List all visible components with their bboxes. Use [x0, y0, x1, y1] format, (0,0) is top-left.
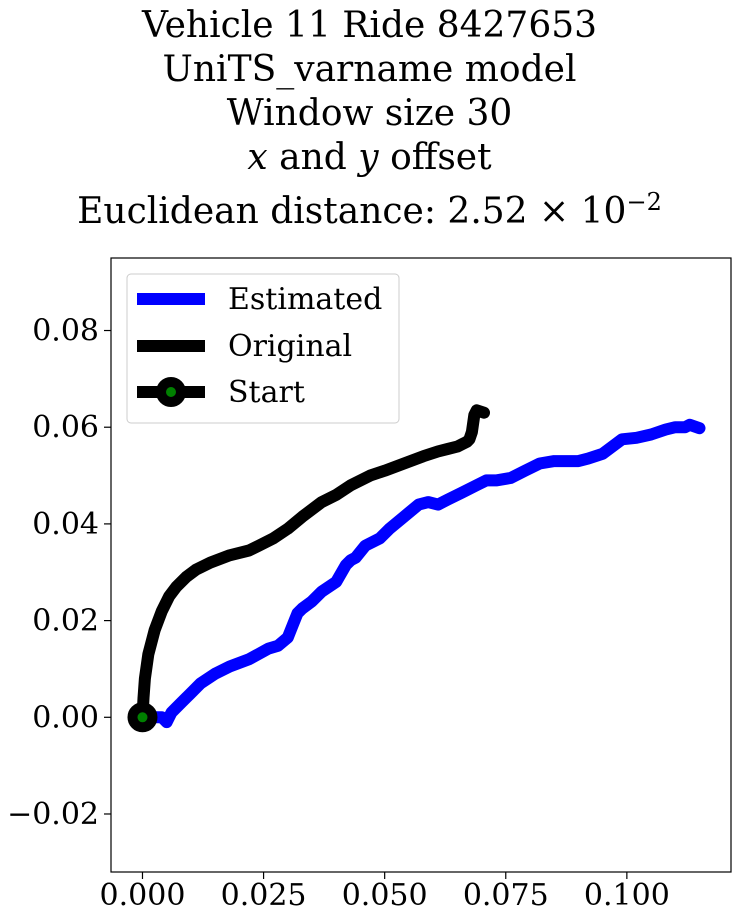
- legend-label-estimated: Estimated: [228, 282, 382, 317]
- x-tick-label-4: 0.100: [584, 878, 670, 913]
- plot-area: [127, 404, 706, 733]
- y-tick-label-4: 0.06: [32, 410, 99, 445]
- title-x-var: x: [247, 137, 268, 178]
- title-offset: offset: [378, 137, 492, 178]
- x-tick-label-0: 0.000: [100, 878, 186, 913]
- y-tick-label-0: −0.02: [7, 797, 99, 832]
- x-tick-label-3: 0.075: [463, 878, 549, 913]
- x-tick-label-2: 0.050: [342, 878, 428, 913]
- y-tick-label-2: 0.02: [32, 604, 99, 639]
- legend-marker-start: [156, 377, 186, 407]
- legend-label-original: Original: [228, 329, 352, 364]
- y-tick-label-3: 0.04: [32, 507, 99, 542]
- start-marker: [127, 702, 158, 733]
- series-line-estimated: [136, 418, 706, 729]
- title-exponent: −2: [626, 188, 662, 216]
- title-line-5: Euclidean distance: 2.52 × 10−2: [0, 180, 739, 234]
- title-line-3: Window size 30: [226, 93, 513, 134]
- title-y-var: y: [358, 137, 379, 178]
- y-tick-label-1: 0.00: [32, 700, 99, 735]
- legend-box: [126, 273, 400, 424]
- axes-frame: [110, 257, 732, 873]
- title-line-1: Vehicle 11 Ride 8427653: [141, 5, 598, 46]
- y-tick-label-5: 0.08: [32, 314, 99, 349]
- title-distance: Euclidean distance: 2.52 × 10: [77, 191, 627, 232]
- legend-label-start: Start: [228, 375, 305, 410]
- title-line-2: UniTS_varname model: [162, 49, 577, 90]
- title-line-4: x and y offset: [0, 136, 739, 180]
- x-tick-label-1: 0.025: [221, 878, 307, 913]
- title-and: and: [267, 137, 359, 178]
- series-line-original: [136, 404, 490, 724]
